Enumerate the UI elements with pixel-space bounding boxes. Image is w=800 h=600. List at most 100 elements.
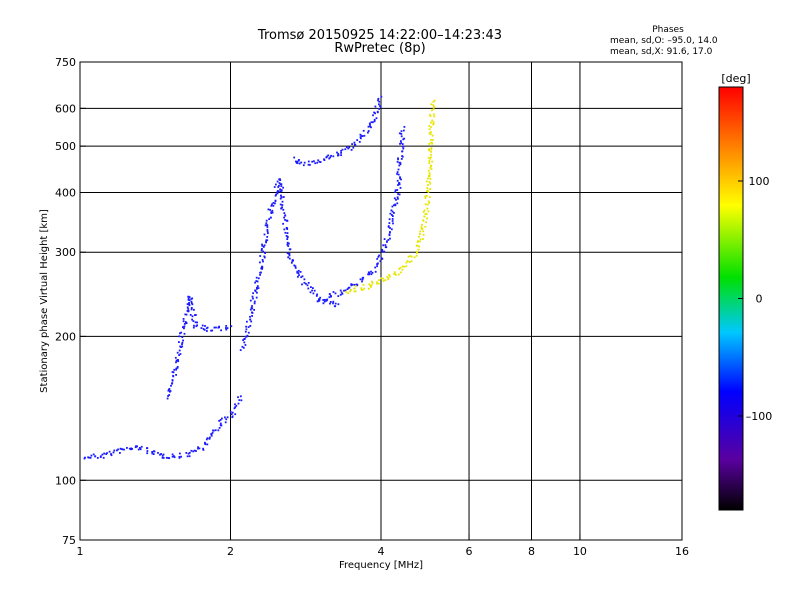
data-point	[402, 138, 405, 141]
data-point	[278, 184, 280, 187]
data-point	[426, 217, 428, 220]
data-point	[261, 259, 264, 261]
data-point	[245, 335, 248, 338]
data-point	[217, 326, 220, 329]
data-point	[387, 239, 390, 241]
data-point	[215, 326, 217, 329]
data-point	[386, 275, 389, 278]
data-point	[387, 226, 390, 228]
data-point	[295, 161, 298, 164]
data-point	[322, 299, 325, 301]
data-point	[146, 447, 148, 450]
data-point	[368, 122, 371, 125]
data-point	[201, 324, 204, 327]
data-point	[190, 449, 193, 452]
data-point	[173, 456, 176, 459]
data-point	[398, 183, 401, 186]
data-point	[374, 266, 377, 269]
data-point	[376, 258, 379, 260]
data-point	[432, 121, 435, 123]
data-point	[187, 297, 190, 300]
data-point	[329, 156, 332, 159]
data-point	[191, 315, 194, 318]
x-tick-label: 16	[675, 545, 689, 558]
data-point	[417, 240, 419, 242]
data-point	[112, 451, 115, 454]
data-point	[334, 302, 337, 305]
data-point	[396, 202, 399, 205]
data-point	[170, 384, 172, 387]
data-point	[195, 314, 197, 316]
data-point	[266, 236, 269, 238]
data-point	[263, 256, 266, 259]
data-point	[195, 450, 197, 452]
data-point	[113, 449, 116, 452]
data-point	[296, 160, 298, 163]
data-point	[260, 271, 262, 274]
data-point	[325, 299, 328, 302]
data-point	[319, 161, 322, 163]
data-point	[83, 457, 86, 460]
data-point	[401, 265, 404, 268]
data-point	[393, 272, 395, 275]
data-point	[276, 191, 279, 194]
data-point	[180, 455, 182, 458]
data-point	[362, 284, 365, 286]
data-point	[433, 113, 435, 116]
data-point	[323, 300, 326, 303]
data-point	[284, 214, 287, 217]
data-point	[261, 268, 263, 270]
data-point	[186, 306, 189, 309]
data-point	[190, 308, 193, 311]
data-point	[421, 223, 423, 226]
data-point	[340, 152, 342, 154]
data-point	[161, 456, 164, 459]
data-point	[420, 226, 423, 228]
data-point	[347, 287, 350, 289]
data-point	[251, 315, 253, 317]
data-point	[279, 188, 281, 191]
data-point	[428, 172, 431, 174]
data-point	[343, 289, 345, 292]
data-point	[339, 293, 342, 296]
data-point	[399, 176, 401, 179]
data-point	[318, 160, 321, 163]
x-axis-label: Frequency [MHz]	[339, 560, 423, 571]
stats-line-x: mean, sd,X: 91.6, 17.0	[610, 47, 713, 57]
data-point	[376, 265, 378, 268]
data-point	[169, 390, 172, 392]
data-point	[246, 320, 248, 323]
data-point	[307, 163, 310, 166]
data-point	[297, 269, 300, 272]
data-point	[288, 254, 291, 257]
data-point	[94, 455, 97, 458]
data-point	[396, 160, 399, 163]
data-point	[92, 453, 95, 456]
data-point	[212, 429, 215, 432]
data-point	[211, 431, 214, 434]
data-point	[203, 329, 206, 331]
data-point	[388, 273, 390, 276]
data-point	[340, 154, 342, 157]
data-point	[397, 273, 400, 276]
data-point	[408, 261, 411, 263]
data-point	[263, 244, 266, 247]
data-point	[168, 389, 170, 391]
data-point	[431, 160, 434, 163]
data-point	[376, 262, 379, 265]
data-point	[312, 292, 315, 295]
data-point	[266, 230, 269, 233]
data-point	[428, 201, 431, 204]
data-point	[139, 448, 142, 451]
data-point	[175, 367, 178, 370]
data-point	[396, 173, 398, 175]
data-point	[193, 308, 195, 311]
data-point	[128, 447, 131, 450]
data-point	[287, 245, 290, 247]
data-point	[316, 300, 319, 303]
data-point	[280, 207, 283, 210]
data-point	[265, 222, 268, 225]
data-point	[288, 257, 291, 260]
data-point	[425, 195, 428, 197]
data-point	[188, 451, 191, 454]
